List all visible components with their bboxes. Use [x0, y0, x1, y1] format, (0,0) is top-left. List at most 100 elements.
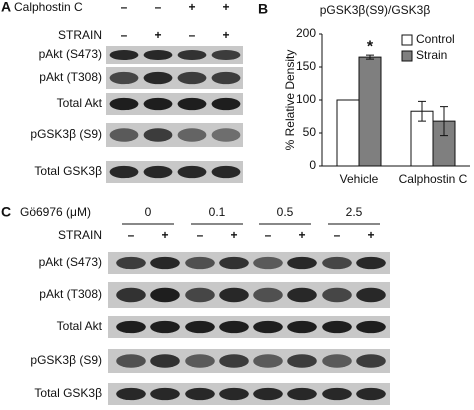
band	[287, 256, 317, 270]
band	[356, 320, 386, 334]
band	[177, 128, 207, 142]
x-tick-label: Calphostin C	[399, 172, 468, 186]
band	[177, 165, 207, 179]
band	[143, 128, 173, 142]
sign: +	[222, 0, 229, 14]
band	[211, 128, 241, 142]
x-tick-label: Vehicle	[340, 172, 379, 186]
sign: +	[154, 28, 161, 42]
band	[143, 97, 173, 111]
blot	[106, 67, 243, 89]
blot	[108, 383, 390, 405]
dose: 0.1	[209, 205, 226, 219]
treatment-label: Calphostin C	[14, 0, 83, 14]
band	[185, 354, 215, 368]
sign: –	[121, 28, 128, 42]
band	[143, 71, 173, 85]
band	[322, 387, 352, 401]
band	[116, 320, 146, 334]
blot	[108, 316, 390, 338]
band	[109, 71, 139, 85]
band	[287, 387, 317, 401]
band	[109, 165, 139, 179]
band	[356, 256, 386, 270]
band	[322, 354, 352, 368]
error-bar	[366, 54, 374, 60]
legend-label: Control	[416, 32, 455, 46]
blot-label: pAkt (T308)	[39, 287, 102, 301]
band	[109, 97, 139, 111]
blot-label: pAkt (S473)	[39, 255, 102, 269]
sign: –	[334, 228, 341, 242]
band	[219, 256, 249, 270]
band	[143, 165, 173, 179]
blot-label: pAkt (T308)	[39, 70, 102, 84]
sign: –	[121, 0, 128, 14]
dose: 0	[145, 205, 152, 219]
legend-label: Strain	[416, 48, 447, 62]
sign: +	[230, 228, 237, 242]
dose: 0.5	[277, 205, 294, 219]
y-tick-label: 100	[296, 92, 316, 106]
band	[150, 354, 180, 368]
sign: –	[189, 28, 196, 42]
band	[116, 287, 146, 303]
sign: –	[265, 228, 272, 242]
blot-label: Total GSK3β	[34, 386, 102, 400]
band	[150, 320, 180, 334]
error-bar	[440, 106, 448, 137]
band	[219, 387, 249, 401]
band	[253, 387, 283, 401]
blot-label: Total Akt	[57, 96, 103, 110]
dose-label: Gö6976 (μM)	[20, 205, 91, 219]
band	[322, 256, 352, 270]
legend-swatch	[401, 50, 413, 62]
band	[116, 256, 146, 270]
band	[356, 287, 386, 303]
band	[211, 49, 241, 61]
band	[211, 97, 241, 111]
treatment-label: STRAIN	[58, 28, 102, 42]
blot	[106, 161, 243, 183]
band	[150, 387, 180, 401]
band	[143, 49, 173, 61]
band	[109, 128, 139, 142]
band	[150, 287, 180, 303]
band	[253, 354, 283, 368]
legend-swatch	[401, 34, 413, 46]
band	[177, 71, 207, 85]
sign: +	[298, 228, 305, 242]
band	[356, 354, 386, 368]
blot-label: Total GSK3β	[34, 164, 102, 178]
y-tick-label: 0	[309, 158, 316, 172]
panel-label: C	[1, 204, 11, 220]
band	[219, 354, 249, 368]
blot	[106, 93, 243, 115]
sign: +	[367, 228, 374, 242]
band	[287, 354, 317, 368]
panel-label: A	[1, 0, 11, 15]
annotation: *	[367, 38, 374, 55]
dose: 2.5	[346, 205, 363, 219]
sign: +	[188, 0, 195, 14]
blot-label: pGSK3β (S9)	[30, 353, 102, 367]
y-axis-label: % Relative Density	[283, 50, 297, 151]
band	[185, 320, 215, 334]
blot	[106, 46, 243, 64]
band	[219, 287, 249, 303]
band	[185, 387, 215, 401]
band	[356, 387, 386, 401]
panel-label: B	[258, 1, 268, 17]
band	[322, 320, 352, 334]
sign: –	[197, 228, 204, 242]
blot	[108, 252, 390, 274]
band	[116, 387, 146, 401]
strain-label: STRAIN	[58, 228, 102, 242]
sign: +	[222, 28, 229, 42]
band	[253, 287, 283, 303]
band	[185, 287, 215, 303]
band	[150, 256, 180, 270]
blot-label: pAkt (S473)	[39, 47, 102, 61]
band	[322, 287, 352, 303]
y-tick-label: 150	[296, 59, 316, 73]
